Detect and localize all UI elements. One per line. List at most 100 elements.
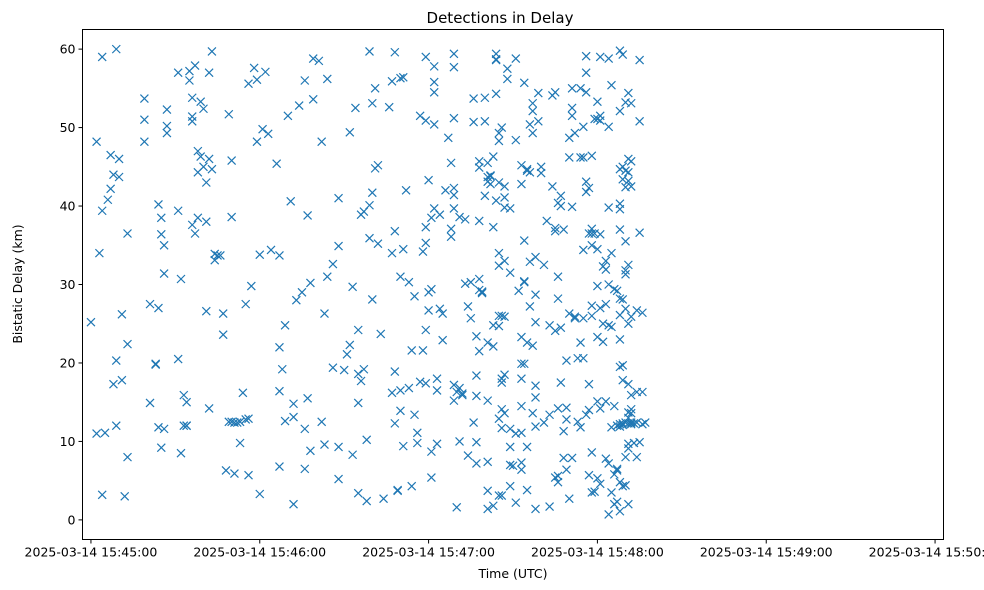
- data-point: [258, 124, 268, 134]
- data-point: [615, 106, 625, 116]
- data-point: [573, 417, 583, 427]
- data-point: [556, 201, 566, 211]
- data-point: [238, 388, 248, 398]
- data-point: [494, 248, 504, 258]
- data-point: [536, 168, 546, 178]
- data-point: [528, 106, 538, 116]
- data-point: [595, 303, 605, 313]
- data-point: [592, 473, 602, 483]
- data-point: [517, 179, 526, 189]
- data-point: [604, 203, 614, 213]
- data-point: [348, 450, 358, 460]
- data-point: [497, 374, 507, 384]
- data-point: [629, 418, 639, 428]
- data-point: [173, 354, 183, 364]
- data-point: [412, 438, 422, 448]
- data-point: [241, 415, 251, 424]
- data-point: [227, 156, 237, 165]
- data-point: [607, 487, 616, 497]
- x-tick-label: 2025-03-14 15:49:00: [700, 545, 833, 560]
- data-point: [275, 342, 284, 352]
- data-point: [280, 416, 290, 426]
- data-point: [623, 88, 633, 98]
- data-point: [607, 422, 616, 432]
- data-point: [505, 424, 515, 434]
- data-point: [334, 241, 343, 251]
- data-point: [615, 506, 625, 516]
- data-point: [449, 113, 459, 123]
- data-point: [483, 504, 493, 514]
- data-point: [517, 359, 526, 369]
- data-point: [207, 164, 217, 174]
- data-point: [615, 334, 625, 344]
- data-point: [300, 464, 310, 474]
- data-point: [426, 213, 436, 223]
- data-point: [539, 418, 549, 428]
- data-point: [162, 105, 172, 114]
- data-point: [587, 151, 597, 161]
- data-point: [224, 109, 234, 119]
- data-point: [581, 177, 591, 187]
- data-point: [533, 116, 543, 126]
- data-point: [308, 94, 318, 104]
- data-point: [435, 304, 445, 314]
- data-point: [173, 68, 183, 78]
- data-point: [618, 174, 628, 184]
- data-point: [193, 146, 203, 156]
- data-point: [533, 88, 543, 98]
- data-point: [398, 244, 408, 254]
- data-point: [595, 52, 605, 62]
- data-point: [471, 371, 481, 380]
- data-point: [550, 226, 560, 236]
- data-point: [401, 185, 411, 195]
- data-point: [505, 203, 515, 213]
- y-tick-label: 50: [60, 120, 76, 135]
- data-point: [474, 163, 484, 173]
- data-point: [615, 294, 625, 304]
- data-point: [483, 486, 493, 496]
- data-point: [531, 422, 540, 431]
- data-point: [353, 398, 363, 408]
- data-point: [244, 79, 253, 89]
- data-point: [412, 428, 422, 438]
- data-point: [567, 83, 577, 93]
- data-point: [525, 120, 535, 129]
- data-point: [300, 76, 310, 85]
- data-point: [494, 178, 504, 187]
- data-point: [497, 423, 507, 433]
- data-point: [252, 75, 262, 85]
- data-point: [469, 117, 479, 127]
- data-point: [159, 240, 169, 250]
- data-point: [373, 239, 383, 249]
- data-point: [289, 499, 298, 509]
- data-point: [615, 362, 625, 372]
- y-axis-label: Bistatic Delay (km): [10, 224, 25, 343]
- data-point: [519, 236, 529, 245]
- y-tick-label: 40: [60, 199, 76, 214]
- data-point: [297, 287, 307, 297]
- data-point: [505, 481, 515, 491]
- data-point: [300, 424, 310, 434]
- data-point: [592, 332, 602, 342]
- data-point: [353, 369, 363, 379]
- data-point: [277, 364, 287, 374]
- data-point: [215, 251, 225, 260]
- data-point: [446, 224, 456, 234]
- data-point: [531, 317, 540, 327]
- data-point: [204, 154, 214, 164]
- data-point: [291, 295, 301, 305]
- data-point: [556, 191, 566, 201]
- data-point: [396, 406, 405, 416]
- data-point: [303, 393, 313, 403]
- data-point: [421, 238, 431, 248]
- data-point: [469, 418, 479, 428]
- data-point: [443, 133, 453, 143]
- data-point: [201, 306, 211, 316]
- data-point: [522, 442, 532, 452]
- data-point: [621, 304, 630, 314]
- data-point: [576, 422, 585, 432]
- data-point: [598, 337, 608, 347]
- data-point: [491, 55, 501, 65]
- data-point: [263, 129, 273, 139]
- data-point: [562, 415, 571, 424]
